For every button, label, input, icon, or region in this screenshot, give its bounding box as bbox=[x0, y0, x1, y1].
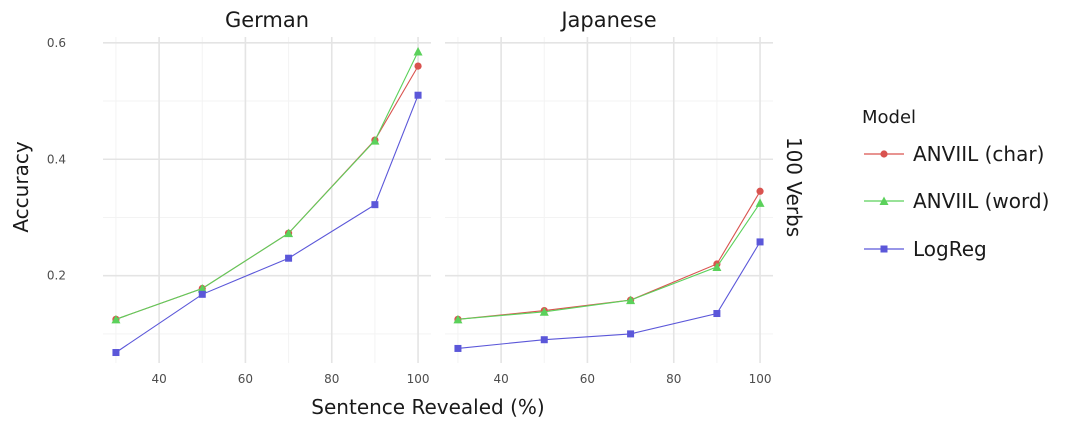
data-point-japanese-anviil-word-4 bbox=[755, 198, 765, 207]
x-tick-label-german-1: 60 bbox=[238, 372, 253, 386]
y-axis-title: Accuracy bbox=[9, 141, 33, 232]
data-point-german-anviil-word-4 bbox=[413, 47, 423, 56]
x-tick-label-japanese-1: 60 bbox=[580, 372, 595, 386]
series-line-japanese-logreg bbox=[457, 241, 761, 349]
facet-title-japanese: Japanese bbox=[559, 8, 656, 32]
legend-key-marker-anviil-char bbox=[880, 150, 888, 158]
data-point-japanese-anviil-word-2 bbox=[626, 295, 636, 305]
y-tick-label-0: 0.2 bbox=[47, 269, 66, 283]
data-point-german-anviil-word-1 bbox=[197, 283, 207, 293]
data-point-japanese-anviil-char-4 bbox=[756, 187, 764, 195]
data-point-japanese-logreg-0 bbox=[454, 344, 462, 352]
legend-key-marker-anviil-word bbox=[879, 196, 889, 205]
y-tick-label-1: 0.4 bbox=[47, 152, 66, 166]
data-point-german-logreg-1 bbox=[198, 290, 206, 298]
x-tick-label-japanese-0: 40 bbox=[493, 372, 508, 386]
tick-layer: 40 60 80 100 0.2 0.4 0.6 40 60 80 100 bbox=[47, 36, 772, 386]
series-line-japanese-anviil-word bbox=[457, 202, 761, 320]
y-tick-label-2: 0.6 bbox=[47, 36, 66, 50]
x-tick-label-japanese-2: 80 bbox=[666, 372, 681, 386]
series-line-german-anviil-char bbox=[115, 65, 419, 320]
data-point-japanese-anviil-word-0 bbox=[453, 314, 463, 324]
series-line-japanese-anviil-char bbox=[457, 191, 761, 320]
facet-title-german: German bbox=[225, 8, 309, 32]
legend-key-marker-logreg bbox=[880, 245, 888, 253]
data-point-japanese-anviil-word-3 bbox=[712, 262, 722, 271]
data-point-german-logreg-3 bbox=[371, 201, 379, 209]
legend-label-anviil-char: ANVIIL (char) bbox=[913, 142, 1044, 166]
data-point-japanese-logreg-4 bbox=[756, 238, 764, 246]
grid-layer bbox=[103, 37, 773, 363]
legend: Model ANVIIL (char) ANVIIL (word) LogReg bbox=[862, 107, 1049, 261]
x-axis-title: Sentence Revealed (%) bbox=[311, 395, 544, 419]
x-tick-label-german-0: 40 bbox=[151, 372, 166, 386]
data-point-german-logreg-2 bbox=[285, 254, 293, 262]
legend-title: Model bbox=[862, 107, 916, 128]
legend-label-anviil-word: ANVIIL (word) bbox=[913, 189, 1049, 213]
x-tick-label-japanese-3: 100 bbox=[749, 372, 772, 386]
data-point-japanese-logreg-1 bbox=[540, 336, 548, 344]
data-point-japanese-logreg-2 bbox=[627, 330, 635, 338]
data-point-german-anviil-word-3 bbox=[370, 136, 380, 145]
data-point-german-anviil-char-4 bbox=[414, 62, 422, 70]
data-point-japanese-logreg-3 bbox=[713, 310, 721, 318]
row-strip-label: 100 Verbs bbox=[782, 137, 806, 237]
x-tick-label-german-3: 100 bbox=[407, 372, 430, 386]
legend-item-anviil-char: ANVIIL (char) bbox=[864, 142, 1044, 166]
data-point-german-anviil-word-0 bbox=[111, 314, 121, 324]
data-point-german-anviil-word-2 bbox=[284, 228, 294, 238]
data-point-japanese-anviil-word-1 bbox=[539, 307, 549, 316]
series-line-german-anviil-word bbox=[115, 51, 419, 320]
series-layer bbox=[111, 47, 765, 357]
data-point-german-logreg-4 bbox=[414, 91, 422, 99]
series-line-german-logreg bbox=[115, 94, 419, 353]
legend-item-anviil-word: ANVIIL (word) bbox=[864, 189, 1049, 213]
legend-label-logreg: LogReg bbox=[913, 237, 987, 261]
legend-item-logreg: LogReg bbox=[864, 237, 987, 261]
x-tick-label-german-2: 80 bbox=[324, 372, 339, 386]
data-point-german-logreg-0 bbox=[112, 349, 120, 357]
